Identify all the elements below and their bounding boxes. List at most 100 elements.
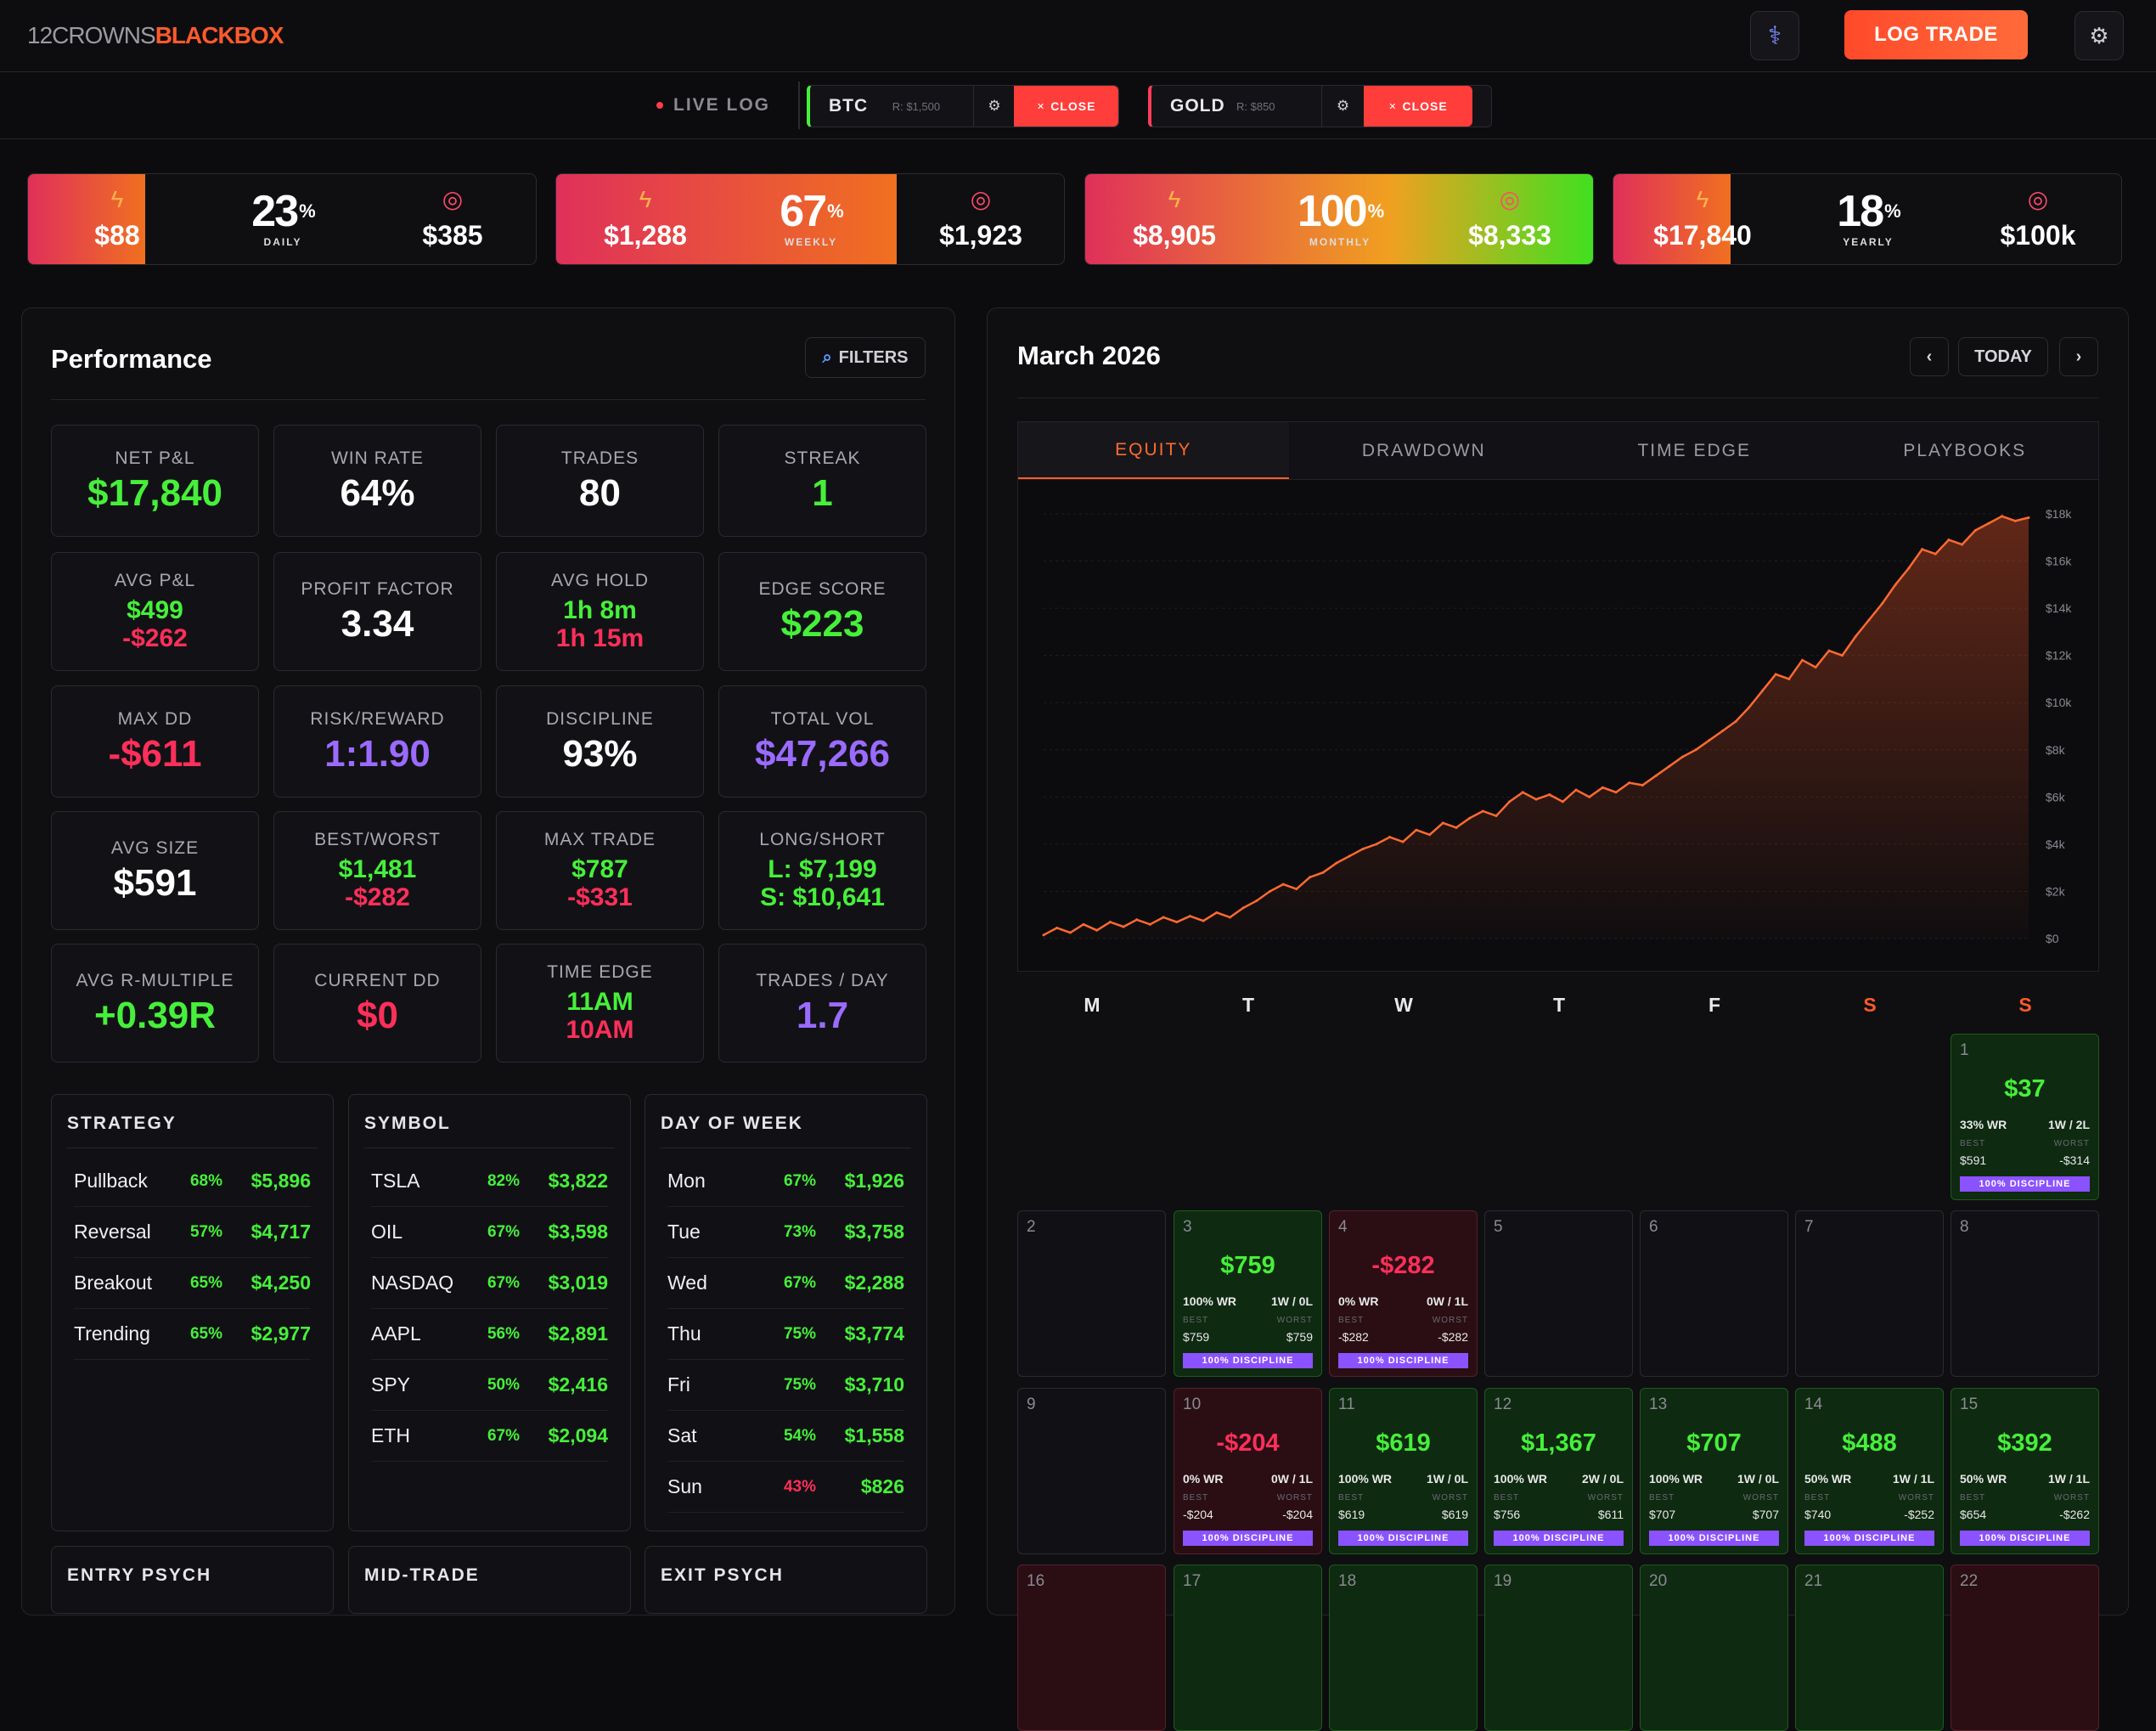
equity-point	[2013, 519, 2017, 522]
calendar-day[interactable]: 13 $707 100% WR 1W / 0L BEST WORST $707 $707 100…	[1640, 1388, 1788, 1554]
y-tick-label: $16k	[2046, 555, 2072, 568]
calendar-day[interactable]: 4 -$282 0% WR 0W / 1L BEST WORST -$282 -$282 100…	[1329, 1210, 1478, 1377]
gear-icon[interactable]: ⚙	[973, 86, 1014, 127]
row-amount: $2,977	[251, 1322, 311, 1345]
table-title: EXIT PSYCH	[661, 1565, 784, 1585]
stethoscope-icon[interactable]: ⚕	[1750, 11, 1799, 60]
table-row[interactable]: AAPL 56% $2,891	[371, 1309, 608, 1360]
stat-avg-hold: AVG HOLD 1h 8m 1h 15m	[496, 552, 704, 671]
day-best: $756	[1494, 1508, 1521, 1521]
stat-avg-r-multiple: AVG R-MULTIPLE +0.39R	[51, 944, 259, 1063]
stat-value: $787	[571, 855, 628, 883]
day-worst: $707	[1752, 1508, 1779, 1521]
equity-point	[1760, 689, 1764, 692]
table-row[interactable]: Tue 73% $3,758	[667, 1207, 904, 1258]
stat-value: -$282	[345, 883, 410, 911]
calendar-day[interactable]: 3 $759 100% WR 1W / 0L BEST WORST $759 $759 100%…	[1174, 1210, 1322, 1377]
calendar-day[interactable]: 14 $488 50% WR 1W / 1L BEST WORST $740 -$252 100…	[1795, 1388, 1944, 1554]
table-title: STRATEGY	[67, 1114, 177, 1133]
target-icon: ◎	[970, 185, 992, 212]
app-logo[interactable]: 12CROWNSBLACKBOX	[27, 22, 284, 48]
gear-icon[interactable]: ⚙	[2074, 11, 2124, 60]
gear-icon[interactable]: ⚙	[1321, 86, 1364, 127]
calendar-day[interactable]: 11 $619 100% WR 1W / 0L BEST WORST $619 $619 100…	[1329, 1388, 1478, 1554]
tab-drawdown[interactable]: DRAWDOWN	[1361, 441, 1486, 460]
table-mid-trade: MID-TRADE	[348, 1546, 631, 1614]
log-trade-button[interactable]: LOG TRADE	[1844, 10, 2028, 59]
equity-point	[1521, 791, 1524, 794]
calendar-day[interactable]: 17	[1174, 1565, 1322, 1731]
day-best: $591	[1960, 1153, 1987, 1167]
table-row[interactable]: NASDAQ 67% $3,019	[371, 1258, 608, 1309]
best-label: BEST	[1338, 1493, 1365, 1503]
table-row[interactable]: OIL 67% $3,598	[371, 1207, 608, 1258]
calendar-day[interactable]: 7	[1795, 1210, 1944, 1377]
calendar-day[interactable]: 6	[1640, 1210, 1788, 1377]
equity-point	[1508, 800, 1511, 803]
equity-point	[1148, 922, 1151, 926]
calendar-day[interactable]: 22	[1951, 1565, 2099, 1731]
y-tick-label: $2k	[2046, 884, 2066, 898]
stat-value: 64%	[340, 472, 415, 514]
stat-win-rate: WIN RATE 64%	[273, 425, 481, 537]
equity-point	[1215, 911, 1219, 914]
calendar-day[interactable]: 9	[1017, 1388, 1166, 1554]
equity-point	[1561, 800, 1564, 803]
table-row[interactable]: SPY 50% $2,416	[371, 1360, 608, 1411]
day-number: 16	[1027, 1572, 1045, 1590]
calendar-day[interactable]: 1 $37 33% WR 1W / 2L BEST WORST $591 -$314 100% …	[1951, 1034, 2099, 1200]
calendar-day[interactable]: 20	[1640, 1565, 1788, 1731]
table-row[interactable]: Thu 75% $3,774	[667, 1309, 904, 1360]
row-winrate: 67%	[487, 1273, 520, 1292]
equity-point	[1309, 876, 1312, 879]
table-row[interactable]: Mon 67% $1,926	[667, 1156, 904, 1207]
table-row[interactable]: Wed 67% $2,288	[667, 1258, 904, 1309]
prev-month-button[interactable]: ‹	[1910, 337, 1949, 376]
calendar-day[interactable]: 5	[1484, 1210, 1633, 1377]
next-month-button[interactable]: ›	[2059, 337, 2098, 376]
table-row[interactable]: ETH 67% $2,094	[371, 1411, 608, 1462]
calendar-day[interactable]: 19	[1484, 1565, 1633, 1731]
calendar-day[interactable]: 15 $392 50% WR 1W / 1L BEST WORST $654 -$262 100…	[1951, 1388, 2099, 1554]
tab-playbooks[interactable]: PLAYBOOKS	[1903, 441, 2027, 460]
table-row[interactable]: TSLA 82% $3,822	[371, 1156, 608, 1207]
target-icon: ◎	[442, 185, 464, 212]
calendar-day[interactable]: 2	[1017, 1210, 1166, 1377]
calendar-day[interactable]: 12 $1,367 100% WR 2W / 0L BEST WORST $756 $611 1…	[1484, 1388, 1633, 1554]
position-symbol: GOLD	[1170, 96, 1225, 116]
table-row[interactable]: Sun 43% $826	[667, 1462, 904, 1513]
calendar-day[interactable]: 21	[1795, 1565, 1944, 1731]
stat-label: TIME EDGE	[547, 962, 653, 982]
calendar-day[interactable]: 8	[1951, 1210, 2099, 1377]
table-row[interactable]: Reversal 57% $4,717	[74, 1207, 311, 1258]
table-row[interactable]: Sat 54% $1,558	[667, 1411, 904, 1462]
calendar-day[interactable]: 18	[1329, 1565, 1478, 1731]
position-risk: R: $850	[1236, 99, 1275, 113]
tab-equity[interactable]: EQUITY	[1018, 422, 1289, 480]
tab-time-edge[interactable]: TIME EDGE	[1637, 441, 1751, 460]
table-row[interactable]: Breakout 65% $4,250	[74, 1258, 311, 1309]
equity-point	[1042, 933, 1045, 937]
row-name: Thu	[667, 1322, 701, 1345]
weekday-header: W	[1394, 994, 1413, 1016]
equity-point	[1934, 552, 1937, 555]
close-position-button[interactable]: ✕ CLOSE	[1014, 86, 1118, 127]
today-button[interactable]: TODAY	[1958, 337, 2048, 376]
y-tick-label: $0	[2046, 932, 2059, 945]
equity-point	[1921, 548, 1924, 551]
calendar-day[interactable]: 10 -$204 0% WR 0W / 1L BEST WORST -$204 -$204 10…	[1174, 1388, 1322, 1554]
stat-value: $17,840	[87, 472, 223, 514]
table-row[interactable]: Pullback 68% $5,896	[74, 1156, 311, 1207]
filters-button[interactable]: ⌕ FILTERS	[805, 337, 926, 378]
equity-point	[2001, 515, 2004, 518]
goal-target: $1,923	[939, 219, 1022, 251]
calendar-day[interactable]: 16	[1017, 1565, 1166, 1731]
day-number: 21	[1804, 1572, 1823, 1590]
close-position-button[interactable]: ✕ CLOSE	[1364, 86, 1472, 127]
table-row[interactable]: Fri 75% $3,710	[667, 1360, 904, 1411]
table-row[interactable]: Trending 65% $2,977	[74, 1309, 311, 1360]
day-best: $619	[1338, 1508, 1365, 1521]
equity-point	[1068, 931, 1072, 934]
discipline-badge: 100% DISCIPLINE	[1494, 1531, 1624, 1546]
equity-point	[1534, 798, 1538, 801]
